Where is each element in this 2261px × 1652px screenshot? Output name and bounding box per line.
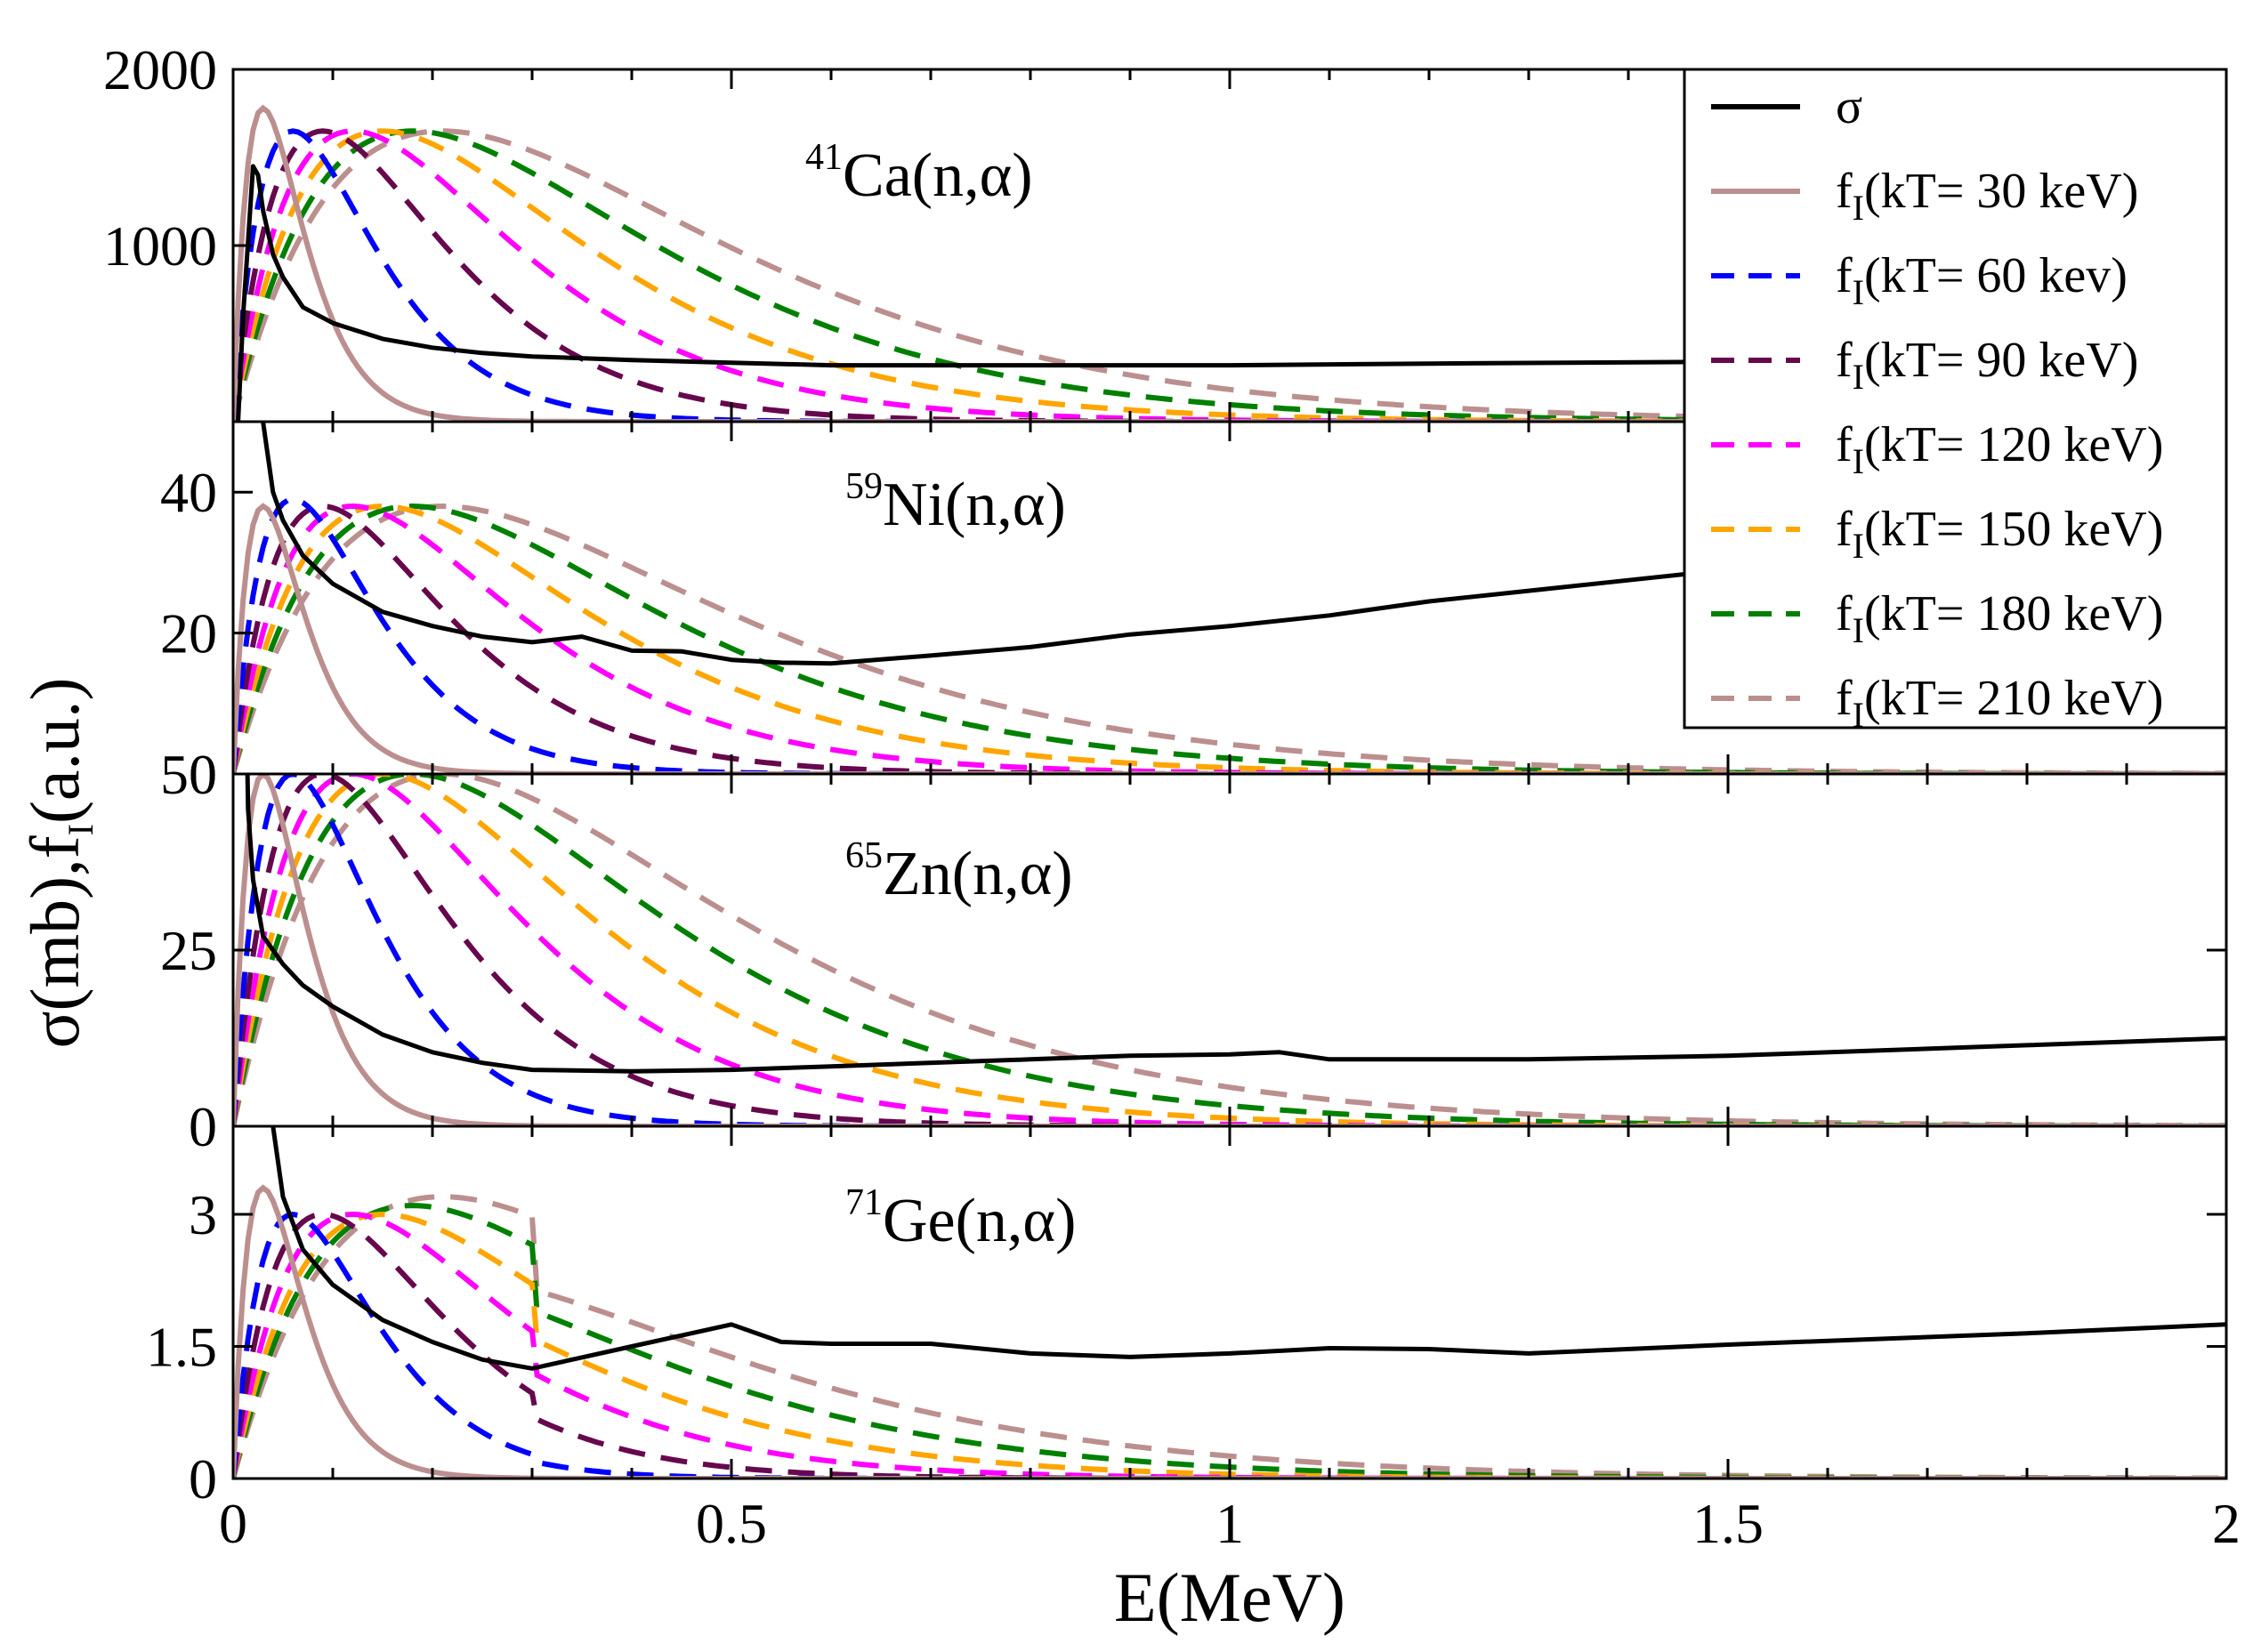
legend-label-f210: fI(kT= 210 keV)	[1836, 671, 2163, 735]
legend-label-f30: fI(kT= 30 keV)	[1836, 164, 2138, 228]
series-sigma-ca	[236, 164, 1928, 422]
legend-label-f150: fI(kT= 150 keV)	[1836, 502, 2163, 566]
legend-label-f180: fI(kT= 180 keV)	[1836, 586, 2163, 650]
y-axis-title-main: σ(mb),f	[16, 835, 93, 1048]
series-f-kt90-ca	[233, 128, 2226, 422]
legend-label-f90: fI(kT= 90 keV)	[1836, 333, 2138, 397]
x-tick-label: 1	[1215, 1492, 1244, 1555]
series-sigma-ge	[271, 1126, 2226, 1371]
x-tick-label: 0.5	[696, 1492, 767, 1555]
series-sigma-ni	[261, 422, 1928, 666]
y-tick-label-ni: 40	[160, 461, 217, 524]
x-axis-title: E(MeV)	[1114, 1559, 1345, 1636]
legend-entries: σ fI(kT= 30 keV) fI(kT= 60 kev) fI(kT= 90 k…	[1711, 79, 2163, 735]
y-tick-label-zn: 0	[189, 1095, 217, 1158]
panel-label-zn: 65Zn(n,α)	[845, 835, 1073, 908]
legend-label-sigma: σ	[1836, 79, 1862, 134]
y-axis-title: σ(mb),fI(a.u.)	[16, 677, 101, 1048]
series-f-kt60-ge	[233, 1211, 2226, 1479]
y-tick-label-ca: 2000	[103, 38, 217, 101]
y-tick-label-ni: 20	[160, 602, 217, 665]
y-tick-label-ca: 1000	[103, 214, 217, 278]
series-f-kt210-zn	[233, 774, 2226, 1126]
panel-frame-ge	[231, 1124, 2228, 1480]
panel-ge-curves	[233, 1126, 2226, 1479]
x-tick-label: 1.5	[1692, 1492, 1764, 1555]
x-tick-label: 2	[2212, 1492, 2241, 1555]
y-tick-label-ge: 0	[189, 1447, 217, 1511]
y-tick-label-ge: 1.5	[146, 1316, 217, 1379]
series-f-kt60-zn	[233, 774, 2226, 1126]
series-f-kt180-zn	[233, 774, 2226, 1126]
y-tick-label-ni: 0	[189, 743, 217, 806]
panel-frame-zn	[231, 772, 2228, 1128]
y-tick-label-ge: 3	[189, 1183, 217, 1246]
legend-label-f60: fI(kT= 60 kev)	[1836, 248, 2128, 312]
series-f-kt60-ca	[233, 128, 2226, 422]
series-f-kt30-zn	[233, 774, 2226, 1126]
x-tick-label: 0	[219, 1492, 247, 1555]
series-f-kt90-zn	[233, 774, 2226, 1126]
y-axis-title-sub: I	[61, 824, 101, 835]
y-tick-label-zn: 25	[160, 919, 217, 982]
series-f-kt150-zn	[233, 774, 2226, 1126]
panel-label-ca: 41Ca(n,α)	[805, 137, 1033, 210]
panel-label-ni: 59Ni(n,α)	[845, 466, 1066, 539]
series-f-kt120-ge	[233, 1211, 2226, 1479]
y-axis-title-tail: (a.u.)	[16, 677, 93, 824]
panel-label-ge: 71Ge(n,α)	[845, 1182, 1076, 1255]
series-f-kt120-zn	[233, 774, 2226, 1126]
y-tick-label-zn: 50	[160, 743, 217, 806]
legend: σ fI(kT= 30 keV) fI(kT= 60 kev) fI(kT= 90 k…	[1683, 68, 2228, 735]
legend-box	[1683, 68, 2228, 729]
series-sigma-zn	[245, 774, 2226, 1074]
legend-label-f120: fI(kT= 120 keV)	[1836, 417, 2163, 481]
